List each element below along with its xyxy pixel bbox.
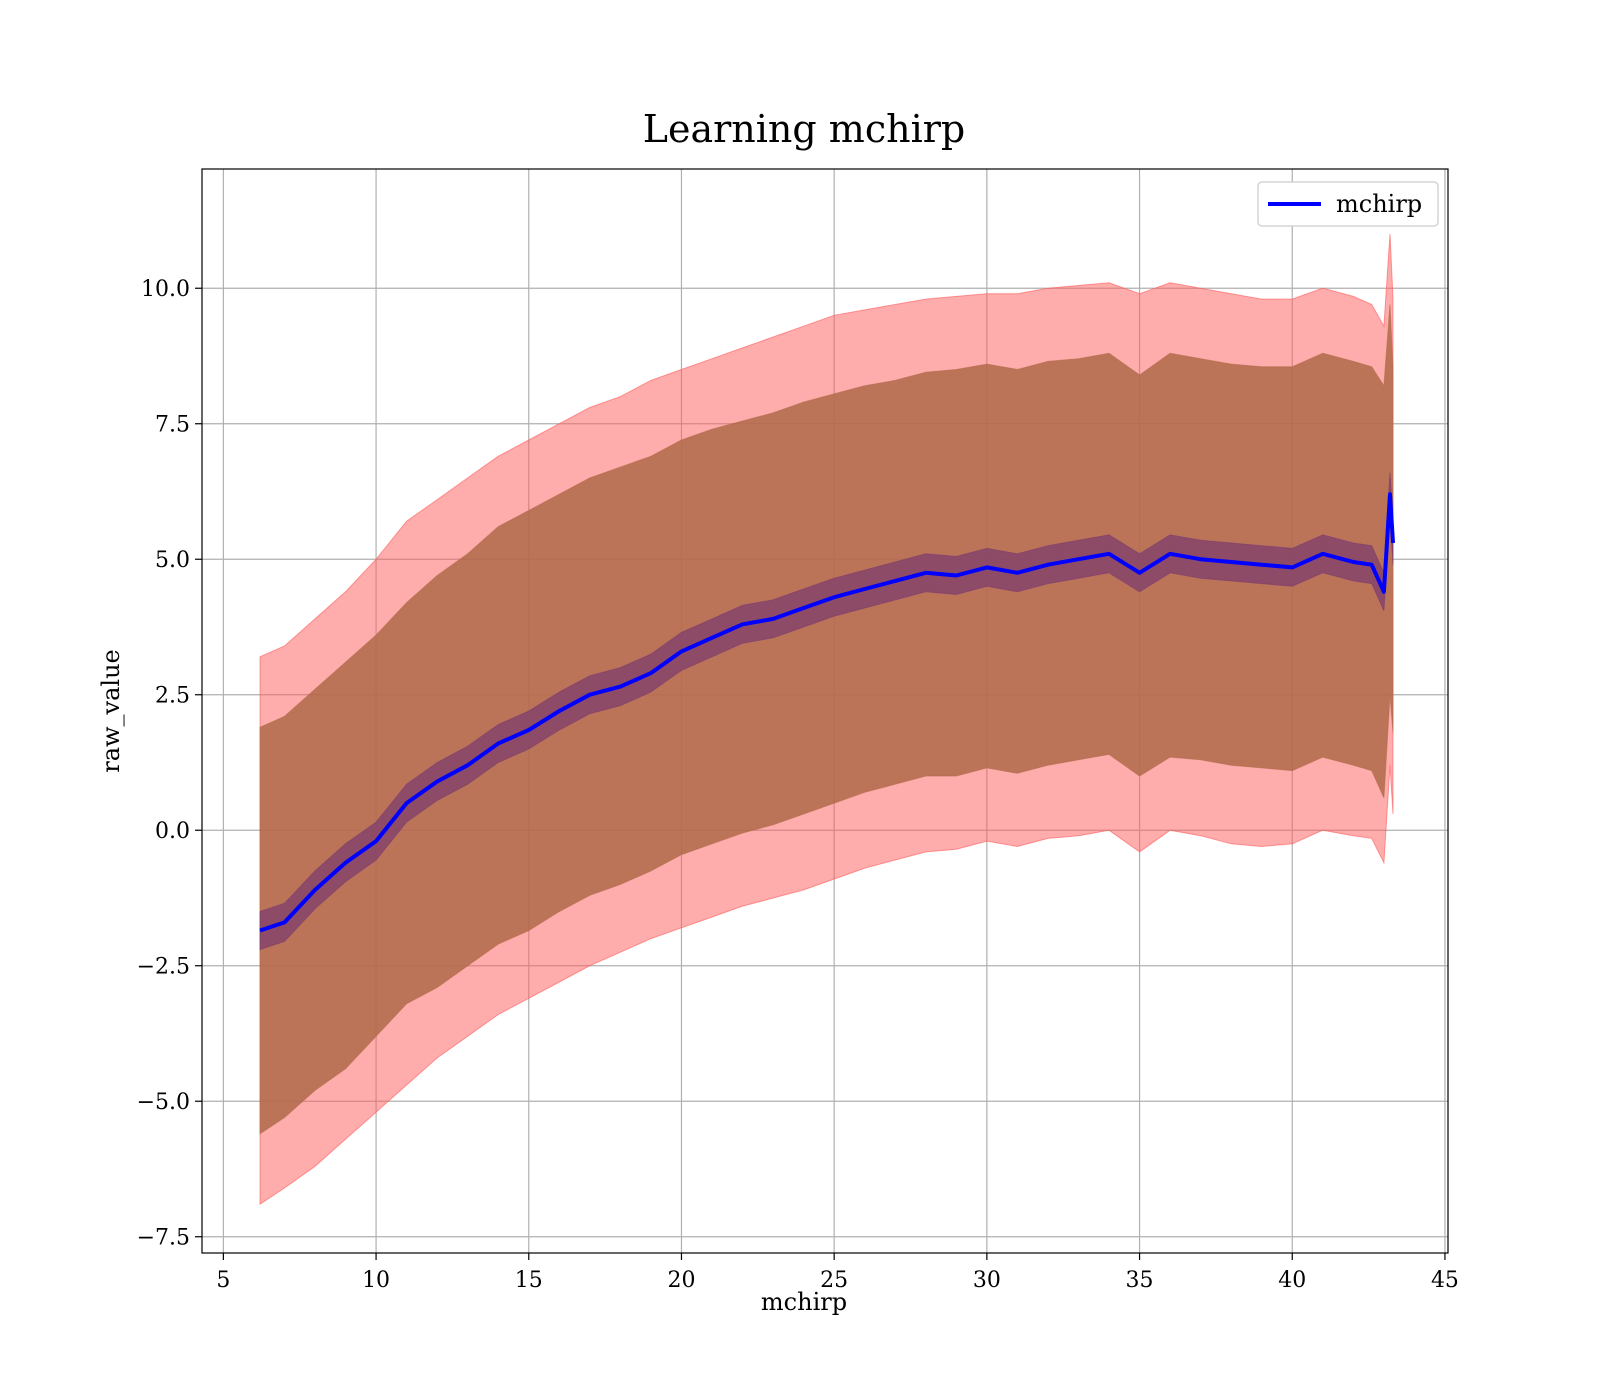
- legend-label-mchirp: mchirp: [1336, 190, 1422, 218]
- x-tick-label: 45: [1431, 1268, 1459, 1293]
- chart-title: Learning mchirp: [643, 107, 965, 151]
- x-tick-label: 5: [216, 1268, 230, 1293]
- y-axis-label: raw_value: [97, 649, 125, 773]
- x-tick-label: 10: [362, 1268, 390, 1293]
- y-tick-label: 5.0: [155, 548, 190, 573]
- legend: mchirp: [1257, 181, 1439, 227]
- band-middle: [259, 304, 1394, 1135]
- x-tick-label: 15: [515, 1268, 543, 1293]
- y-tick-label: 7.5: [155, 413, 190, 438]
- y-tick-label: −2.5: [137, 955, 190, 980]
- x-tick-label: 25: [820, 1268, 848, 1293]
- y-tick-label: 2.5: [155, 684, 190, 709]
- legend-box: [1257, 181, 1439, 227]
- y-tick-label: −7.5: [137, 1226, 190, 1251]
- y-tick-label: 0.0: [155, 819, 190, 844]
- y-tick-label: −5.0: [137, 1090, 190, 1115]
- x-tick-label: 20: [667, 1268, 695, 1293]
- plot-area: 5 10 15 20 25 30 35 40 45 −7.5 −5.0 −2.5 0.0 2.5 5.0 7.…: [137, 168, 1459, 1293]
- plot-frame: [201, 168, 1449, 1254]
- band-inner: [259, 472, 1394, 951]
- x-axis-label: mchirp: [761, 1288, 847, 1316]
- y-tick-label: 10.0: [141, 277, 190, 302]
- x-tick-label: 40: [1278, 1268, 1306, 1293]
- x-tick-label: 30: [973, 1268, 1001, 1293]
- x-tick-label: 35: [1126, 1268, 1154, 1293]
- series-line-mchirp: [259, 492, 1395, 933]
